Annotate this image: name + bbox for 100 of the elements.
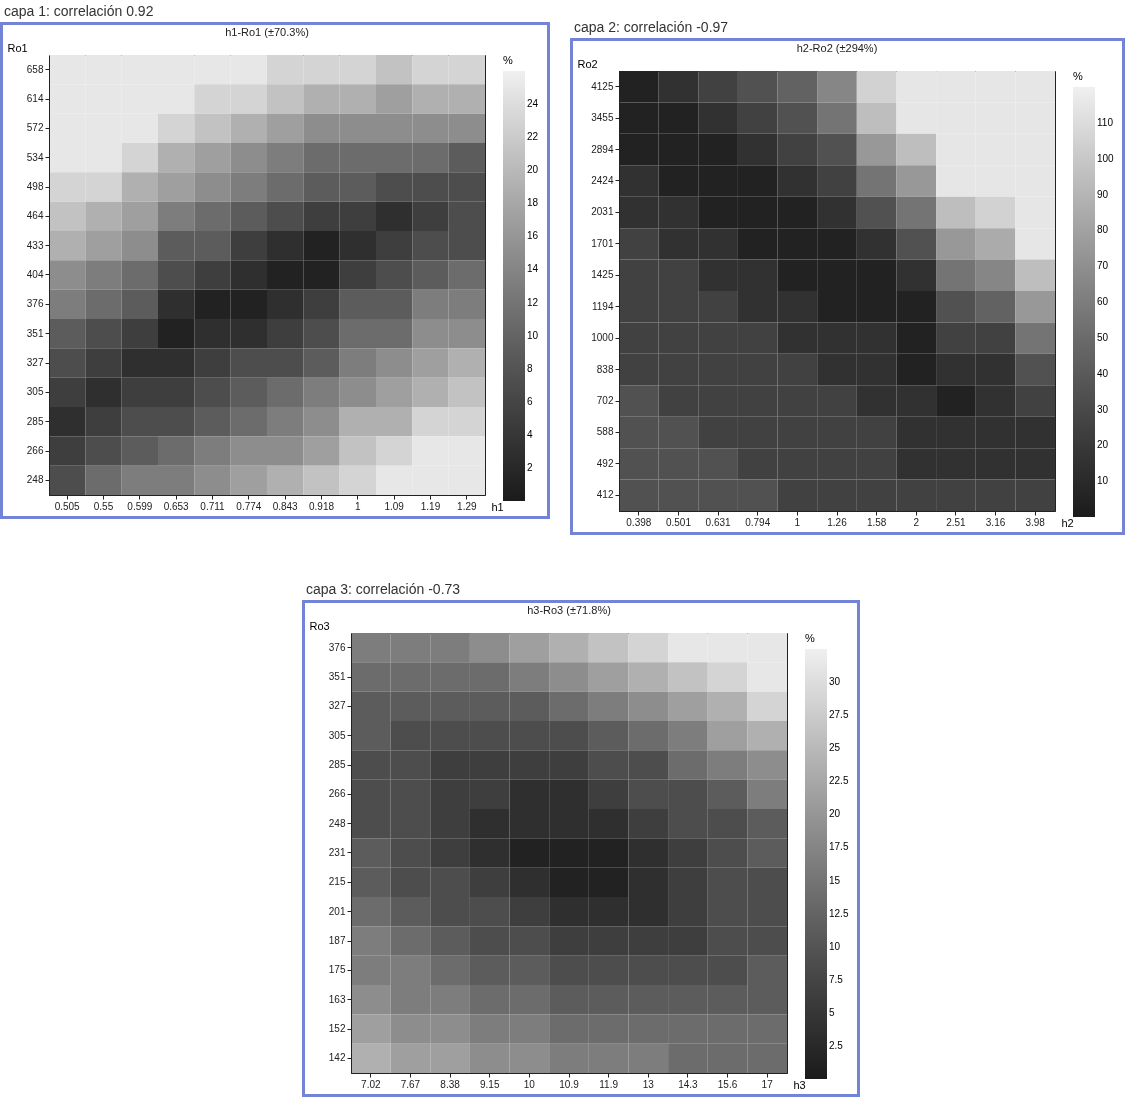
y-tick-label: 1194 <box>591 300 614 312</box>
y-tick-label: 464 <box>26 210 44 222</box>
y-axis-title: Ro1 <box>7 41 28 54</box>
color-bar-label: 90 <box>1097 188 1109 200</box>
x-tick-label: 0.631 <box>705 516 732 528</box>
color-bar-label: 16 <box>527 230 539 242</box>
y-tick-label: 248 <box>328 817 346 829</box>
x-tick-label: 10.9 <box>559 1078 580 1090</box>
x-tick-label: 0.918 <box>308 500 335 512</box>
y-tick-label: 351 <box>26 327 44 339</box>
y-tick-label: 305 <box>26 386 44 398</box>
y-tick-label: 201 <box>328 905 346 917</box>
color-bar-label: 100 <box>1097 152 1115 164</box>
y-tick-label: 614 <box>26 93 44 104</box>
y-tick-label: 305 <box>328 729 346 741</box>
x-tick-label: 9.15 <box>479 1078 500 1090</box>
chart-title: capa 1: correlación 0.92 <box>3 2 155 21</box>
y-tick-label: 838 <box>596 363 614 375</box>
color-bar-label: 70 <box>1097 260 1109 272</box>
y-tick-label: 285 <box>26 415 44 427</box>
y-tick-label: 187 <box>328 935 346 946</box>
color-bar-label: 20 <box>1097 439 1109 451</box>
x-tick-label: 7.67 <box>400 1078 421 1090</box>
x-tick-label: 3.16 <box>985 516 1006 528</box>
y-tick-label: 152 <box>328 1023 346 1034</box>
color-bar-title: % <box>1073 70 1083 82</box>
y-tick-label: 404 <box>26 269 44 280</box>
y-tick-label: 3455 <box>591 112 614 124</box>
color-bar-label: 30 <box>1097 403 1109 415</box>
color-bar-label: 30 <box>829 676 841 688</box>
x-tick-label: 2 <box>913 516 920 528</box>
chart-subtitle: h2-Ro2 (±294%) <box>796 42 878 54</box>
color-bar-label: 25 <box>829 742 841 754</box>
y-tick-label: 163 <box>328 993 346 1005</box>
y-tick-label: 266 <box>328 788 346 800</box>
y-tick-label: 215 <box>328 876 346 888</box>
x-tick-label: 1.09 <box>384 500 405 512</box>
x-tick-label: 1 <box>794 516 801 528</box>
y-tick-label: 492 <box>596 457 614 469</box>
x-tick-label: 13 <box>642 1078 655 1090</box>
y-tick-label: 327 <box>26 357 44 368</box>
chart-subtitle: h1-Ro1 (±70.3%) <box>225 26 309 38</box>
y-tick-label: 142 <box>328 1052 346 1064</box>
color-bar-label: 5 <box>829 1006 835 1018</box>
color-bar-label: 10 <box>829 940 841 952</box>
x-tick-label: 1.29 <box>457 500 477 512</box>
y-tick-label: 534 <box>26 151 44 163</box>
y-tick-label: 1701 <box>591 237 614 249</box>
y-tick-label: 231 <box>328 847 346 858</box>
x-tick-label: 10 <box>523 1078 536 1090</box>
x-axis-title: h3 <box>793 1078 806 1091</box>
chart-title: capa 2: correlación -0.97 <box>573 18 730 37</box>
color-bar-title: % <box>805 632 815 644</box>
y-tick-label: 4125 <box>591 80 614 92</box>
color-bar-title: % <box>503 54 513 66</box>
x-tick-label: 0.774 <box>236 500 262 512</box>
color-bar-label: 40 <box>1097 367 1109 379</box>
x-tick-label: 0.501 <box>665 516 692 528</box>
color-bar-label: 60 <box>1097 296 1109 307</box>
y-tick-label: 285 <box>328 759 346 770</box>
x-tick-label: 3.98 <box>1025 516 1046 528</box>
y-tick-label: 351 <box>328 671 346 682</box>
color-bar-label: 14 <box>527 263 539 275</box>
x-tick-label: 0.711 <box>200 500 226 512</box>
y-tick-label: 498 <box>26 181 44 192</box>
color-bar-label: 6 <box>527 395 533 407</box>
y-tick-label: 2424 <box>591 175 614 186</box>
y-tick-label: 1425 <box>591 269 614 281</box>
x-tick-label: 17 <box>761 1078 774 1090</box>
color-bar-label: 8 <box>527 362 533 374</box>
x-tick-label: 0.505 <box>54 500 81 512</box>
color-bar-label: 22.5 <box>829 775 849 787</box>
x-tick-label: 1 <box>355 500 362 512</box>
y-tick-label: 175 <box>328 964 346 976</box>
y-tick-label: 376 <box>26 298 44 310</box>
y-tick-label: 2031 <box>591 206 614 218</box>
color-bar-label: 80 <box>1097 224 1109 236</box>
y-tick-label: 1000 <box>591 332 614 344</box>
y-tick-label: 658 <box>26 63 44 75</box>
y-tick-label: 702 <box>596 395 614 406</box>
color-bar-label: 7.5 <box>829 973 844 985</box>
x-tick-label: 1.26 <box>827 516 848 528</box>
color-bar-label: 12 <box>527 296 539 308</box>
color-bar-label: 22 <box>527 131 539 143</box>
y-tick-label: 572 <box>26 122 44 134</box>
color-bar-label: 110 <box>1097 116 1114 128</box>
color-bar-label: 10 <box>1097 475 1109 487</box>
color-bar-label: 2 <box>527 461 533 473</box>
y-tick-label: 376 <box>328 641 346 653</box>
color-bar-label: 17.5 <box>829 841 849 853</box>
x-tick-label: 11.9 <box>599 1078 619 1090</box>
x-tick-label: 0.843 <box>272 500 299 512</box>
x-tick-label: 0.55 <box>93 500 114 512</box>
x-tick-label: 0.398 <box>626 516 652 528</box>
color-bar-label: 20 <box>527 164 539 176</box>
color-bar-label: 24 <box>527 98 539 110</box>
color-bar-label: 27.5 <box>829 709 849 721</box>
y-tick-label: 248 <box>26 474 44 486</box>
x-axis-title: h2 <box>1061 516 1074 529</box>
x-tick-label: 8.38 <box>440 1078 461 1090</box>
